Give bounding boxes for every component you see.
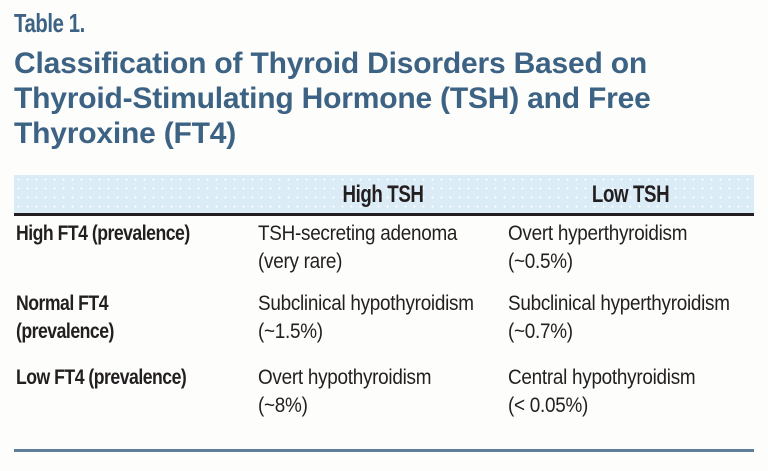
row-header-cell: Low FT4 (prevalence)	[16, 364, 258, 420]
cell-low-tsh: Central hypothyroidism (< 0.05%)	[508, 364, 754, 420]
row-header-cell: Normal FT4 (prevalence)	[16, 290, 258, 346]
table-row-low-ft4: Low FT4 (prevalence) Overt hypothyroidis…	[16, 364, 754, 420]
cell-text: Overt hypothyroidism	[258, 366, 432, 389]
column-header-low-tsh-text: Low TSH	[592, 181, 670, 208]
cell-text-line2: (~0.5%)	[508, 250, 573, 273]
page-title-line-1: Classification of Thyroid Disorders Base…	[14, 47, 647, 80]
column-header-empty	[16, 181, 258, 209]
table-header-row: High TSH Low TSH	[16, 181, 754, 209]
cell-text: TSH-secreting adenoma	[258, 222, 458, 245]
cell-high-tsh: Overt hypothyroidism (~8%)	[258, 364, 508, 420]
cell-text: Overt hyperthyroidism	[508, 222, 688, 245]
row-header-cell: High FT4 (prevalence)	[16, 220, 258, 276]
table-number-label: Table 1.	[14, 8, 105, 39]
column-header-high-tsh-text: High TSH	[342, 181, 424, 208]
page-title-line-3: Thyroxine (FT4)	[14, 117, 237, 150]
cell-high-tsh: TSH-secreting adenoma (very rare)	[258, 220, 508, 276]
cell-text: Central hypothyroidism	[508, 366, 696, 389]
table-header-band	[14, 175, 754, 213]
column-header-high-tsh: High TSH	[258, 181, 508, 209]
cell-text-line2: (~8%)	[258, 394, 308, 417]
cell-low-tsh: Overt hyperthyroidism (~0.5%)	[508, 220, 754, 276]
page-title-line-2: Thyroid-Stimulating Hormone (TSH) and Fr…	[14, 82, 651, 115]
row-header-text: High FT4 (prevalence)	[16, 222, 190, 245]
cell-text-line2: (~0.7%)	[508, 320, 573, 343]
header-divider-rule	[14, 213, 754, 216]
cell-low-tsh: Subclinical hyperthyroidism (~0.7%)	[508, 290, 754, 346]
table-number-text: Table 1.	[14, 8, 85, 38]
table-row-high-ft4: High FT4 (prevalence) TSH-secreting aden…	[16, 220, 754, 276]
cell-text: Subclinical hyperthyroidism	[508, 292, 730, 315]
row-header-text-line2: (prevalence)	[16, 320, 114, 343]
cell-high-tsh: Subclinical hypothyroidism (~1.5%)	[258, 290, 508, 346]
row-header-text: Low FT4 (prevalence)	[16, 366, 187, 389]
cell-text: Subclinical hypothyroidism	[258, 292, 474, 315]
page-title: Classification of Thyroid Disorders Base…	[14, 46, 759, 151]
table-row-normal-ft4: Normal FT4 (prevalence) Subclinical hypo…	[16, 290, 754, 346]
cell-text-line2: (very rare)	[258, 250, 343, 273]
row-header-text: Normal FT4	[16, 292, 109, 315]
table-bottom-rule	[14, 449, 754, 452]
cell-text-line2: (~1.5%)	[258, 320, 323, 343]
column-header-low-tsh: Low TSH	[508, 181, 754, 209]
cell-text-line2: (< 0.05%)	[508, 394, 589, 417]
